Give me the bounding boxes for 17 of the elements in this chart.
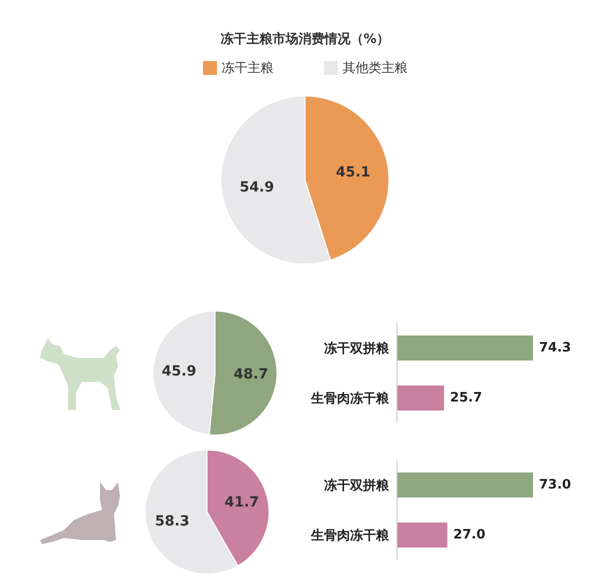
data-label: 45.9 xyxy=(162,363,196,380)
y-tick-label: 冻干双拼粮 xyxy=(324,478,390,494)
data-label: 45.1 xyxy=(336,164,370,181)
y-tick-label: 生骨肉冻干粮 xyxy=(310,390,390,407)
data-label: 73.0 xyxy=(539,478,572,492)
data-label: 58.3 xyxy=(154,513,190,530)
data-label: 41.7 xyxy=(224,494,260,511)
legend-label: 冻干主粮 xyxy=(220,60,274,78)
data-label: 25.7 xyxy=(450,390,482,406)
data-label: 48.7 xyxy=(234,366,268,383)
data-label: 27.0 xyxy=(453,528,486,542)
data-label: 74.3 xyxy=(539,340,572,356)
data-label: 54.9 xyxy=(240,179,274,196)
chart-title: 冻干主粮市场消费情况（%） xyxy=(219,30,391,49)
y-tick-label: 生骨肉冻干粮 xyxy=(310,528,390,544)
legend-label: 其他类主粮 xyxy=(342,60,408,78)
y-tick-label: 冻干双拼粮 xyxy=(324,340,390,357)
